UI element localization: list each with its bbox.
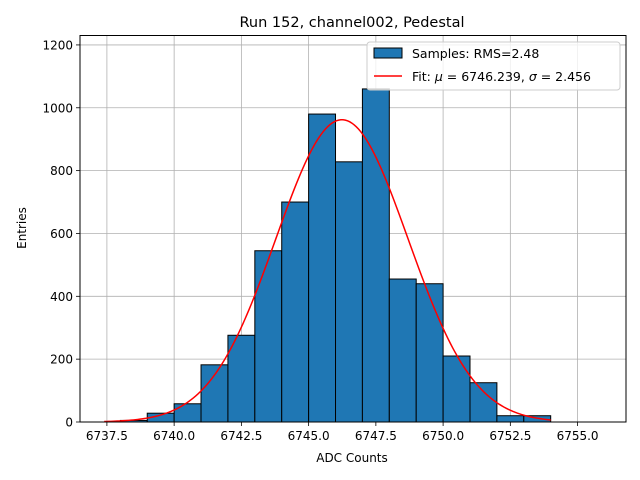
- histogram-bar: [335, 161, 363, 423]
- legend-sigma-symbol: σ: [529, 69, 538, 84]
- x-axis-ticks: 6737.5 6740.0 6742.5 6745.0 6747.5 6750.0 6752…: [86, 422, 599, 443]
- x-tick-label: 6742.5: [220, 429, 262, 443]
- legend-sigma-value: = 2.456: [537, 69, 591, 84]
- histogram-bar: [415, 283, 444, 423]
- fit-curve-layer: [104, 119, 551, 423]
- x-tick-label: 6755.0: [557, 429, 599, 443]
- histogram-bar: [308, 113, 337, 423]
- x-tick-label: 6737.5: [86, 429, 128, 443]
- histogram-bar: [442, 355, 471, 423]
- legend-mu-symbol: μ: [434, 69, 443, 84]
- y-tick-label: 600: [50, 227, 73, 241]
- histogram-bar: [281, 201, 310, 423]
- legend-samples-swatch: [373, 47, 403, 59]
- fit-curve: [104, 119, 551, 423]
- y-tick-label: 1000: [42, 101, 73, 115]
- legend-fit-prefix: Fit:: [412, 69, 435, 84]
- x-tick-label: 6745.0: [288, 429, 330, 443]
- y-tick-label: 1200: [42, 38, 73, 52]
- histogram-bar: [361, 88, 390, 423]
- legend-samples-label: Samples: RMS=2.48: [412, 46, 539, 61]
- histogram-bar: [388, 278, 417, 423]
- y-axis-label: Entries: [15, 207, 29, 249]
- legend-mu-value: = 6746.239,: [443, 69, 529, 84]
- y-tick-label: 800: [50, 164, 73, 178]
- histogram-bar: [254, 250, 283, 423]
- histogram-bar: [173, 403, 202, 423]
- legend-box: [366, 41, 621, 91]
- x-axis-label: ADC Counts: [316, 451, 388, 465]
- chart-title: Run 152, channel002, Pedestal: [239, 15, 464, 31]
- histogram-bar: [469, 382, 498, 423]
- y-axis-ticks: 0 200 400 600 800 1000 1200: [42, 38, 80, 430]
- y-tick-label: 0: [65, 416, 73, 430]
- x-tick-label: 6740.0: [153, 429, 195, 443]
- y-tick-label: 400: [50, 290, 73, 304]
- legend-fit-label: Fit: μ = 6746.239, σ = 2.456: [412, 69, 591, 84]
- histogram-bars: [119, 88, 552, 423]
- y-tick-label: 200: [50, 353, 73, 367]
- x-tick-label: 6752.5: [489, 429, 531, 443]
- x-tick-label: 6750.0: [422, 429, 464, 443]
- plot-frame: [79, 35, 627, 423]
- histogram-bar: [200, 364, 229, 423]
- histogram-bar: [227, 334, 256, 423]
- legend: Samples: RMS=2.48 Fit: μ = 6746.239, σ =…: [366, 41, 621, 91]
- x-tick-label: 6747.5: [355, 429, 397, 443]
- histogram-bar: [496, 415, 525, 423]
